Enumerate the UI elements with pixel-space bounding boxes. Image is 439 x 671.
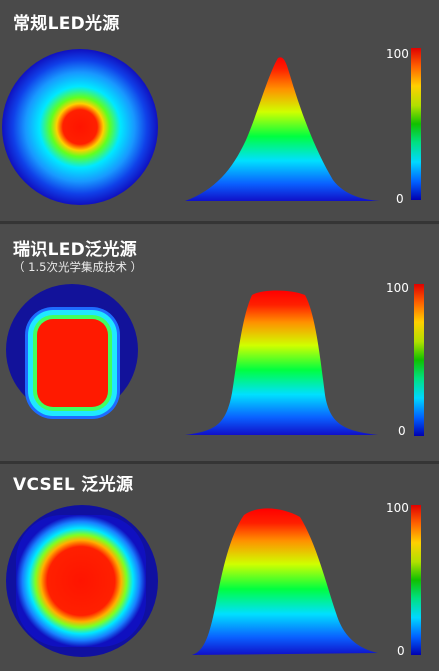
scale-max-label: 100 [386, 47, 409, 61]
color-scale-bar [411, 505, 421, 655]
disk-core-red [37, 319, 108, 407]
panel-ruishi-led: 瑞识LED泛光源 （ 1.5次光学集成技术 ） [0, 225, 439, 461]
scale-min-label: 0 [397, 644, 405, 658]
panel-title: 常规LED光源 [13, 14, 120, 34]
panel-graphics [6, 505, 421, 657]
panel-conventional-led: 常规LED光源 [0, 0, 439, 221]
panel-title: VCSEL 泛光源 [13, 475, 134, 495]
color-scale-bar [414, 284, 424, 436]
scale-min-label: 0 [396, 192, 404, 206]
scale-max-label: 100 [386, 281, 409, 295]
scale-min-label: 0 [398, 424, 406, 438]
scale-max-label: 100 [386, 501, 409, 515]
panel-subtitle: （ 1.5次光学集成技术 ） [13, 260, 143, 274]
intensity-surface [192, 508, 378, 655]
divider [0, 221, 439, 224]
panel-vcsel: VCSEL 泛光源 [0, 463, 439, 671]
intensity-disk [2, 49, 158, 205]
disk-intensity-area [16, 515, 146, 647]
color-scale-bar [411, 48, 421, 200]
panel-graphics [6, 284, 424, 436]
panel-title: 瑞识LED泛光源 [13, 240, 137, 260]
intensity-surface [185, 57, 380, 202]
intensity-surface [185, 290, 378, 435]
divider [0, 461, 439, 464]
panel-graphics [2, 48, 421, 205]
